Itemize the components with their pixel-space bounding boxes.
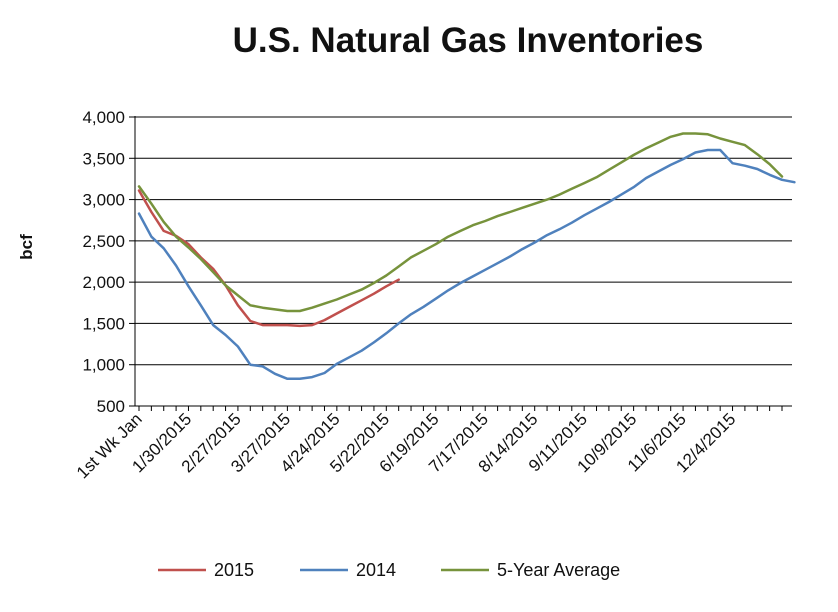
- y-axis-label: bcf: [17, 234, 36, 260]
- y-tick-label: 1,500: [82, 314, 125, 333]
- series-line-5-year-average: [137, 132, 784, 313]
- legend: 2015 2014 5-Year Average: [158, 560, 620, 580]
- legend-label: 2015: [214, 560, 254, 580]
- chart-title: U.S. Natural Gas Inventories: [233, 21, 704, 60]
- series-line-2015: [137, 189, 400, 328]
- y-tick-label: 500: [97, 397, 125, 416]
- y-tick-label: 3,000: [82, 191, 125, 210]
- x-tick-label: 1st Wk Jan: [73, 409, 146, 482]
- y-tick-label: 2,000: [82, 273, 125, 292]
- y-tick-label: 2,500: [82, 232, 125, 251]
- legend-label: 2014: [356, 560, 396, 580]
- legend-label: 5-Year Average: [497, 560, 620, 580]
- series-line-2014: [137, 148, 796, 381]
- series-lines: [137, 132, 796, 381]
- y-tick-label: 4,000: [82, 108, 125, 127]
- x-axis: 1st Wk Jan1/30/20152/27/20153/27/20154/2…: [73, 405, 792, 482]
- y-tick-label: 1,000: [82, 356, 125, 375]
- y-tick-label: 3,500: [82, 149, 125, 168]
- y-axis: 500 1,000 1,500 2,000 2,500 3,000 3,500 4,000: [82, 108, 136, 416]
